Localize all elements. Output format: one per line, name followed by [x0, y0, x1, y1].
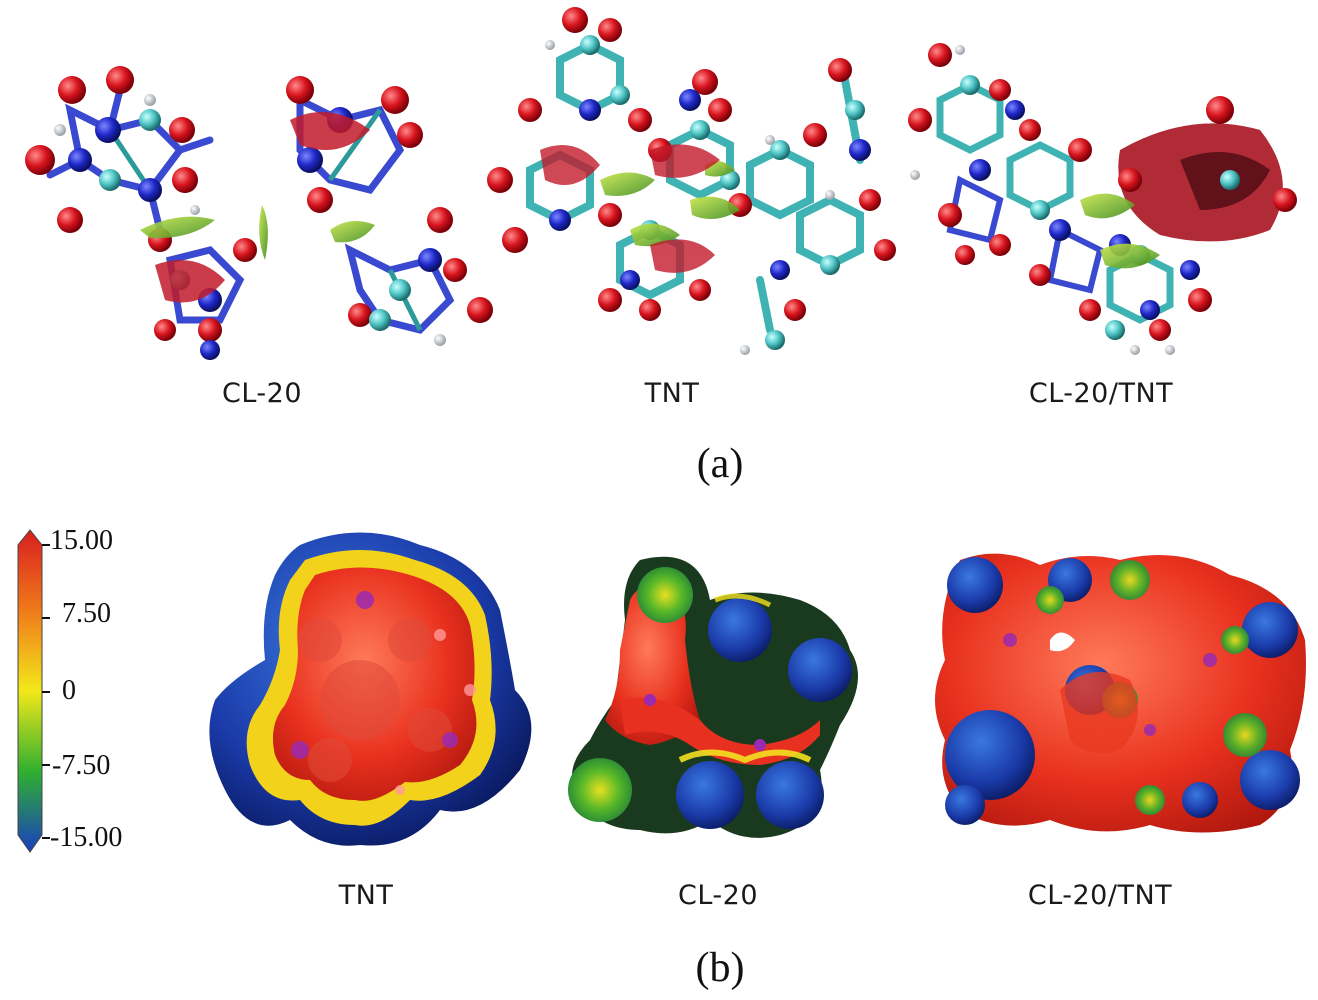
esp-surface-cl20-tnt [935, 553, 1306, 833]
structure-label-tnt: TNT [644, 378, 700, 409]
structure-tnt [487, 7, 896, 355]
esp-surface-cl20 [568, 556, 858, 838]
panel-a-label: (a) [696, 441, 744, 487]
colorbar-tick-label: -7.50 [52, 750, 111, 781]
structure-label-cl20-tnt: CL-20/TNT [1028, 378, 1174, 409]
colorbar [17, 529, 50, 853]
esp-label-tnt: TNT [338, 880, 394, 911]
esp-surface-tnt [209, 532, 532, 846]
colorbar-tick-label: 7.50 [62, 598, 111, 629]
esp-label-cl20: CL-20 [677, 880, 759, 911]
colorbar-tick-label: 15.00 [50, 525, 113, 556]
panel-b-label: (b) [695, 945, 745, 991]
structure-cl20-tnt [908, 43, 1297, 355]
colorbar-tick-label: 0 [62, 675, 76, 706]
structure-label-cl20: CL-20 [221, 378, 303, 409]
colorbar-tick-label: -15.00 [50, 822, 123, 853]
structure-cl20 [25, 66, 493, 360]
esp-label-cl20-tnt: CL-20/TNT [1027, 880, 1173, 911]
